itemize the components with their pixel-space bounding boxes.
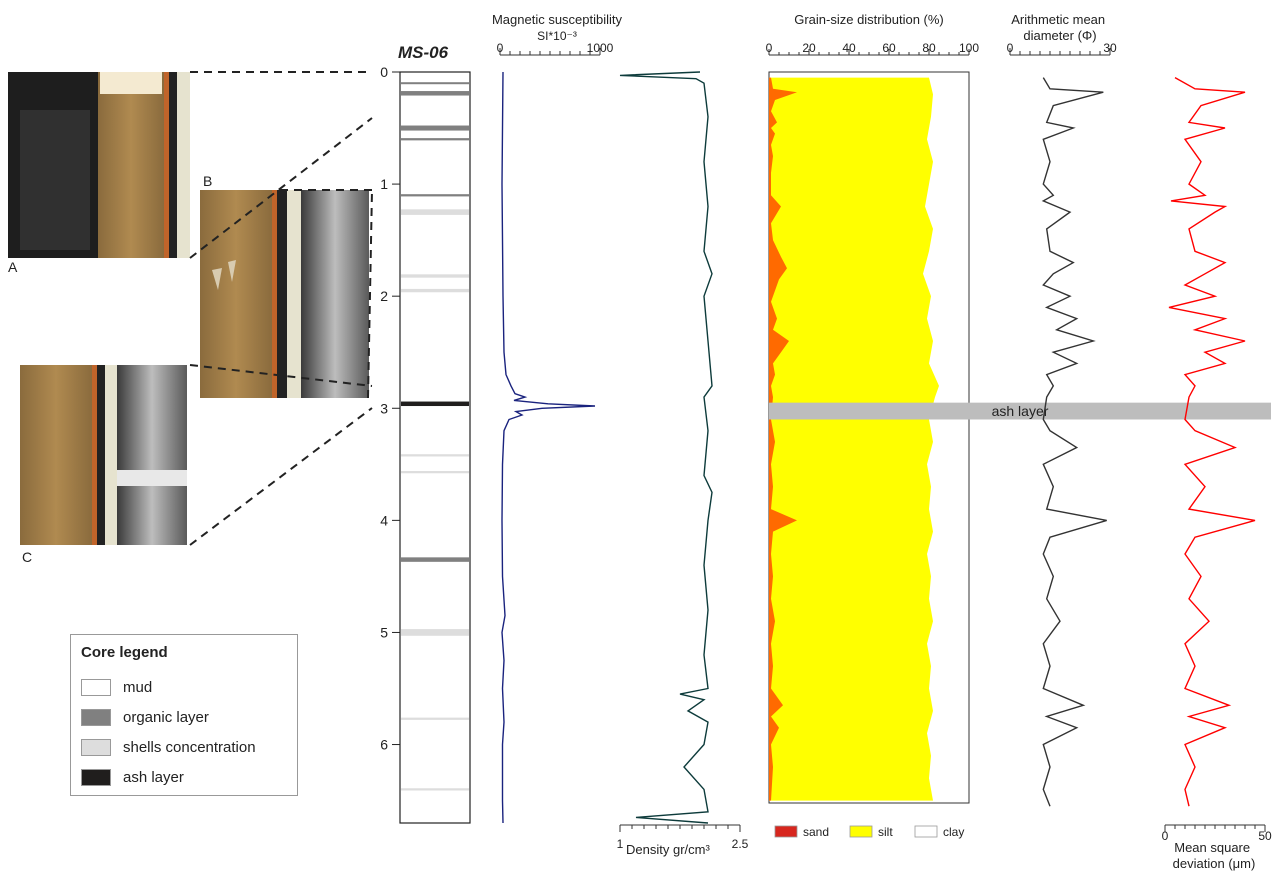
x-tick-label: 100 <box>959 41 979 55</box>
density-panel: 1 2.5 <box>617 71 749 851</box>
legend-item-ash: ash layer <box>81 767 184 787</box>
core-column <box>399 71 471 824</box>
x-tick-label: 80 <box>922 41 936 55</box>
legend-label-silt: silt <box>878 825 893 839</box>
depth-tick-label: 2 <box>380 288 388 304</box>
legend-swatch-shells <box>81 738 111 756</box>
legend-swatch-organic <box>81 708 111 726</box>
core-legend-title: Core legend <box>81 644 168 661</box>
x-tick-label: 30 <box>1103 41 1117 55</box>
x-tick-label: 0 <box>1162 829 1169 843</box>
ash-layer-band <box>769 402 1271 420</box>
depth-tick-label: 3 <box>380 400 388 416</box>
depth-tick-label: 1 <box>380 176 388 192</box>
x-tick-label: 1 <box>617 837 624 851</box>
mean-diameter-panel: 0 30 <box>1007 41 1117 807</box>
core-layer <box>401 209 469 215</box>
core-layer <box>401 91 469 96</box>
legend-label-shells: shells concentration <box>123 738 256 756</box>
legend-swatch-clay <box>914 825 938 838</box>
x-tick-label: 60 <box>882 41 896 55</box>
core-layer <box>401 138 469 141</box>
core-layer <box>401 274 469 278</box>
magnetic-susceptibility-panel: 0 1000 <box>497 41 614 824</box>
series-line <box>1041 77 1107 807</box>
core-layer <box>401 629 469 636</box>
legend-label-organic: organic layer <box>123 708 209 726</box>
legend-swatch-sand <box>774 825 798 838</box>
legend-label-ash: ash layer <box>123 768 184 786</box>
ms-title: Magnetic susceptibility <box>492 12 623 27</box>
grain-title: Grain-size distribution (%) <box>794 12 944 27</box>
core-layer <box>401 82 469 85</box>
core-layer <box>401 401 469 407</box>
depth-tick-label: 4 <box>380 512 388 528</box>
legend-item-shells: shells concentration <box>81 737 256 757</box>
photo-label-a: A <box>8 259 18 275</box>
mean-title-line2: diameter (Φ) <box>1023 28 1096 43</box>
x-tick-label: 0 <box>1007 41 1014 55</box>
legend-item-organic: organic layer <box>81 707 209 727</box>
legend-label-mud: mud <box>123 678 153 696</box>
core-layer <box>401 125 469 131</box>
depth-axis: 0 1 2 3 4 5 6 <box>380 64 400 753</box>
mean-square-deviation-panel: 0 50 <box>1162 76 1272 843</box>
legend-label-clay: clay <box>943 825 964 839</box>
density-label: Density gr/cm³ <box>626 842 710 857</box>
core-layer <box>401 788 469 791</box>
ash-layer-band-label: ash layer <box>992 403 1049 419</box>
series-line <box>1168 76 1256 807</box>
core-layer <box>401 717 469 720</box>
legend-item-mud: mud <box>81 677 152 697</box>
core-layer <box>401 471 469 474</box>
legend-swatch-ash <box>81 768 111 786</box>
core-photo-b <box>200 190 369 398</box>
sand-area <box>769 77 797 801</box>
x-tick-label: 0 <box>497 41 504 55</box>
core-photo-c <box>20 365 187 545</box>
x-tick-label: 50 <box>1258 829 1272 843</box>
depth-tick-label: 0 <box>380 64 388 80</box>
depth-tick-label: 5 <box>380 624 388 640</box>
msd-label-line2: deviation (μm) <box>1173 856 1256 871</box>
core-column-frame <box>399 71 471 824</box>
depth-tick-label: 6 <box>380 737 388 753</box>
silt-area <box>769 77 939 801</box>
series-line <box>501 71 596 824</box>
legend-label-sand: sand <box>803 825 829 839</box>
x-tick-label: 1000 <box>587 41 614 55</box>
ms-units: SI*10⁻³ <box>537 29 577 43</box>
msd-label: Mean square deviation (μm) <box>1173 840 1256 871</box>
core-legend: Core legend mud organic layer shells con… <box>70 634 298 796</box>
core-layer <box>401 557 469 562</box>
photo-label-b: B <box>203 173 212 189</box>
legend-swatch-mud <box>81 678 111 696</box>
legend-swatch-silt <box>849 825 873 838</box>
series-line <box>619 71 713 824</box>
core-photo-a <box>8 72 190 258</box>
core-layer <box>401 454 469 457</box>
core-title: MS-06 <box>398 43 449 62</box>
grain-size-panel: 0 20 40 60 80 100 ash layer sand silt clay <box>766 41 1271 839</box>
mean-title: Arithmetic mean diameter (Φ) <box>1011 12 1109 43</box>
x-tick-label: 20 <box>802 41 816 55</box>
x-tick-label: 40 <box>842 41 856 55</box>
photo-label-c: C <box>22 549 32 565</box>
core-layer <box>401 194 469 197</box>
x-tick-label: 0 <box>766 41 773 55</box>
core-layer <box>401 288 469 293</box>
x-tick-label: 2.5 <box>732 837 749 851</box>
msd-label-line1: Mean square <box>1174 840 1250 855</box>
photo-connectors <box>189 71 373 546</box>
mean-title-line1: Arithmetic mean <box>1011 12 1105 27</box>
